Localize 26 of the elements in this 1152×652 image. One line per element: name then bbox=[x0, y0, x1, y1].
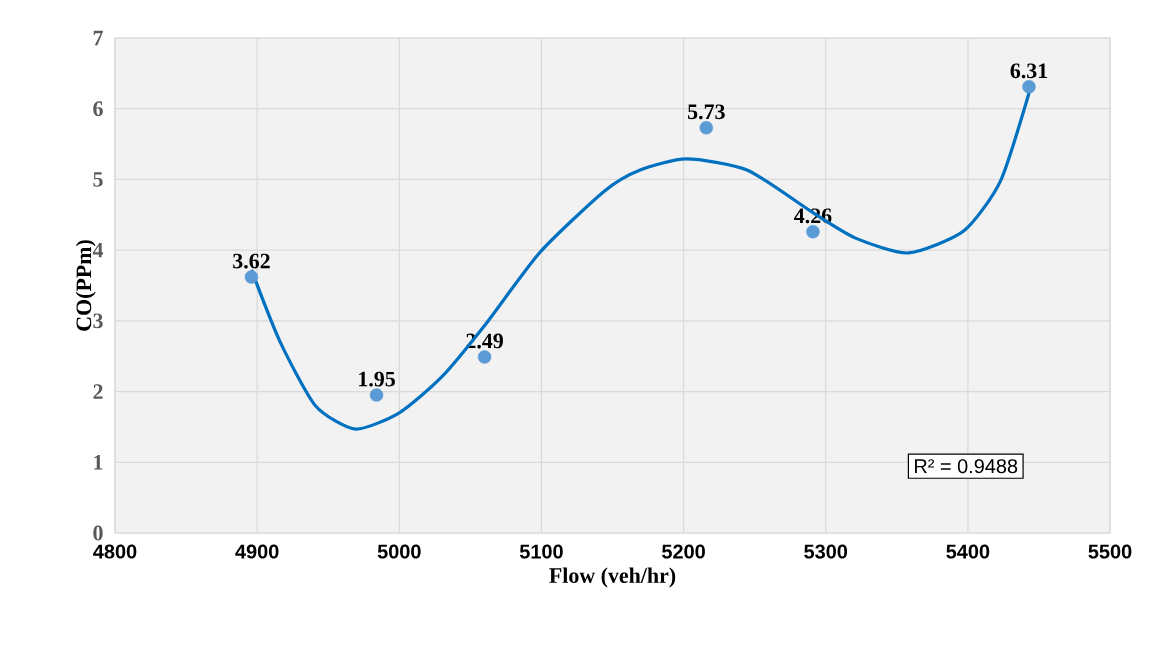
point bbox=[244, 270, 259, 284]
x-tick-label: 5200 bbox=[662, 544, 705, 559]
x-tick-label: 5400 bbox=[946, 544, 990, 559]
annotation: R² = 0.9488 bbox=[915, 459, 1018, 474]
y-tick-label: 5 bbox=[93, 172, 103, 187]
point bbox=[1022, 80, 1036, 94]
x-axis-title: Flow (veh/hr) bbox=[549, 567, 676, 588]
y-tick-label: 7 bbox=[93, 30, 103, 46]
x-tick-label: 5000 bbox=[377, 544, 421, 559]
x-tick-label: 5500 bbox=[1088, 544, 1132, 559]
y-tick-label: 6 bbox=[93, 101, 103, 117]
data-label: 3.62 bbox=[233, 253, 270, 269]
point bbox=[699, 121, 714, 135]
y-tick-label: 0 bbox=[93, 525, 103, 541]
data-label: 6.31 bbox=[1010, 63, 1048, 79]
data-label: 5.73 bbox=[688, 104, 725, 120]
y-tick-label: 2 bbox=[93, 384, 103, 399]
point bbox=[806, 225, 820, 239]
y-tick-label: 1 bbox=[94, 455, 103, 470]
point bbox=[477, 350, 492, 364]
x-tick-label: 4800 bbox=[93, 544, 137, 559]
x-tick-label: 5100 bbox=[519, 544, 563, 559]
x-tick-label: 4900 bbox=[235, 544, 279, 559]
point bbox=[369, 388, 384, 402]
data-label: 1.95 bbox=[359, 371, 395, 387]
x-tick-label: 5300 bbox=[804, 544, 848, 559]
